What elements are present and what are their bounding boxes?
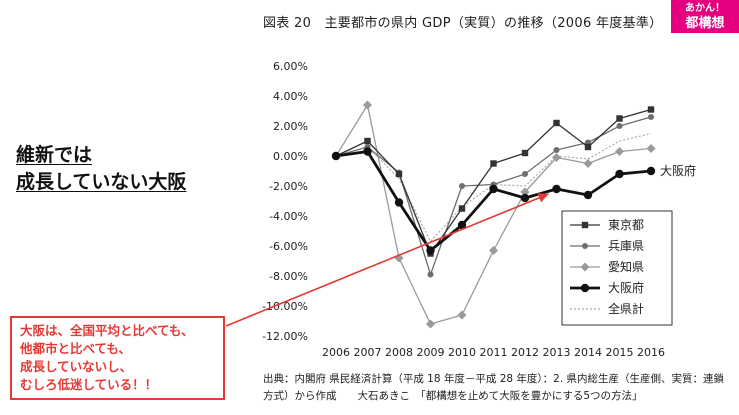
data-point-大阪府 <box>489 184 498 194</box>
data-point-大阪府 <box>331 151 341 161</box>
callout-arrow-head <box>537 193 549 203</box>
data-point-愛知県 <box>489 246 498 255</box>
headline-line-1: 維新では <box>16 144 93 166</box>
source-note: 出典：内閣府 県民経済計算（平成 18 年度－平成 28 年度）：2. 県内総生… <box>263 371 724 405</box>
legend-marker-東京都 <box>581 221 589 229</box>
data-point-東京都 <box>364 137 371 145</box>
x-tick-label: 2013 <box>543 346 571 359</box>
source-line-1: 出典：内閣府 県民経済計算（平成 18 年度－平成 28 年度）：2. 県内総生… <box>263 373 725 385</box>
data-point-愛知県 <box>646 144 656 153</box>
data-point-愛知県 <box>583 159 593 168</box>
data-point-東京都 <box>584 143 592 151</box>
data-point-東京都 <box>521 149 529 157</box>
data-point-大阪府 <box>457 220 467 230</box>
x-tick-label: 2011 <box>480 346 508 359</box>
x-tick-label: 2010 <box>448 346 476 359</box>
data-point-大阪府 <box>646 166 656 176</box>
y-tick-label: -8.00% <box>269 270 308 283</box>
x-tick-label: 2012 <box>511 346 539 359</box>
y-tick-label: 0.00% <box>273 150 308 163</box>
data-point-東京都 <box>490 160 497 167</box>
legend-label: 愛知県 <box>608 260 644 274</box>
data-point-兵庫県 <box>648 114 654 120</box>
badge-line-1: あかん！ <box>685 3 725 14</box>
legend-marker-兵庫県 <box>582 243 588 249</box>
data-point-東京都 <box>458 205 466 212</box>
callout-arrow-line <box>225 193 549 327</box>
y-tick-label: 2.00% <box>273 120 308 133</box>
data-point-大阪府 <box>394 198 404 207</box>
legend-label: 全県計 <box>608 301 644 316</box>
data-point-東京都 <box>647 106 655 113</box>
callout-line-1: 大阪は、全国平均と比べても、 <box>20 323 194 338</box>
data-point-兵庫県 <box>459 183 465 189</box>
data-point-大阪府 <box>520 193 530 203</box>
headline-line-2: 成長していない大阪 <box>16 171 187 193</box>
data-point-兵庫県 <box>427 271 434 278</box>
callout-box: 大阪は、全国平均と比べても、 他都市と比べても、 成長していないし、 むしろ低迷… <box>10 316 225 400</box>
data-point-愛知県 <box>426 319 435 329</box>
y-tick-label: -6.00% <box>269 240 308 253</box>
callout-line-4: むしろ低迷している！！ <box>20 377 158 392</box>
data-point-東京都 <box>616 115 623 122</box>
legend-label: 大阪府 <box>608 280 644 295</box>
x-tick-label: 2007 <box>354 346 382 359</box>
x-tick-label: 2009 <box>417 346 445 359</box>
y-tick-label: 4.00% <box>273 90 308 103</box>
data-point-東京都 <box>553 119 560 127</box>
badge-line-2: 都構想 <box>685 16 725 31</box>
x-tick-label: 2014 <box>574 346 602 359</box>
y-tick-label: -10.00% <box>262 300 308 313</box>
source-line-2: 方式）から作成 大石あきこ 「都構想を止めて大阪を豊かにする5つの方法」 <box>263 390 643 402</box>
y-tick-label: -12.00% <box>262 330 308 343</box>
osaka-end-label: 大阪府 <box>660 163 696 178</box>
brand-badge: あかん！ 都構想 <box>671 0 739 33</box>
data-point-兵庫県 <box>522 171 528 177</box>
legend-label: 兵庫県 <box>608 239 644 253</box>
legend-marker-大阪府 <box>580 283 590 293</box>
data-point-大阪府 <box>552 184 561 194</box>
data-point-愛知県 <box>457 310 467 320</box>
callout-line-2: 他都市と比べても、 <box>20 341 132 356</box>
data-point-愛知県 <box>615 147 624 156</box>
data-point-大阪府 <box>583 190 593 200</box>
data-point-兵庫県 <box>616 123 623 129</box>
callout-line-3: 成長していないし、 <box>20 359 133 374</box>
data-point-大阪府 <box>426 246 435 255</box>
headline: 維新では 成長していない大阪 <box>16 142 186 196</box>
x-tick-label: 2008 <box>385 346 413 359</box>
legend-marker-愛知県 <box>580 262 590 272</box>
data-point-愛知県 <box>552 153 561 162</box>
figure-title: 図表 20 主要都市の県内 GDP（実質）の推移（2006 年度基準） <box>263 16 663 31</box>
y-tick-label: -2.00% <box>269 180 308 193</box>
x-tick-label: 2015 <box>606 346 634 359</box>
y-tick-label: 6.00% <box>273 60 308 73</box>
legend-label: 東京都 <box>608 218 644 232</box>
data-point-東京都 <box>395 170 403 178</box>
x-tick-label: 2016 <box>637 346 665 359</box>
data-point-愛知県 <box>520 187 530 197</box>
data-point-愛知県 <box>363 100 372 110</box>
data-point-兵庫県 <box>553 147 560 153</box>
y-tick-label: -4.00% <box>269 210 308 223</box>
data-point-大阪府 <box>363 147 372 156</box>
data-point-大阪府 <box>615 169 624 179</box>
x-tick-label: 2006 <box>322 346 350 359</box>
legend-box <box>561 210 673 326</box>
